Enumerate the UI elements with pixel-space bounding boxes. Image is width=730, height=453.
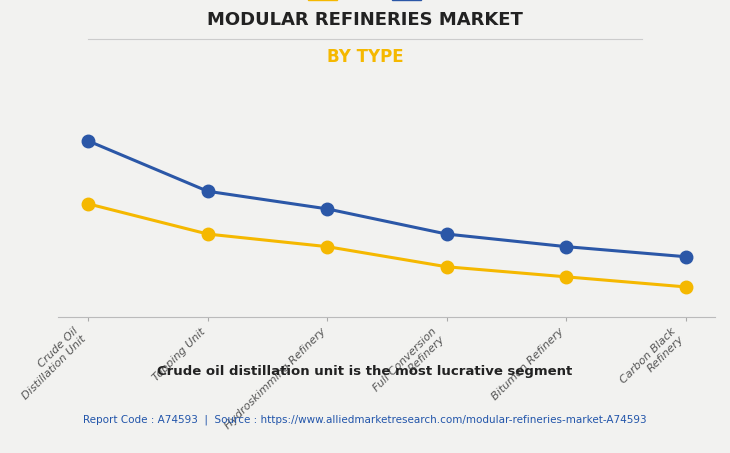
2032: [561, 244, 570, 249]
2032: [681, 254, 690, 260]
Line: 2032: 2032: [82, 135, 692, 263]
2022: [323, 244, 331, 249]
2022: [681, 284, 690, 289]
Text: Crude oil distillation unit is the most lucrative segment: Crude oil distillation unit is the most …: [158, 365, 572, 378]
2022: [84, 201, 93, 207]
2032: [323, 206, 331, 212]
Legend: 2022, 2032: 2022, 2032: [308, 0, 466, 2]
2032: [84, 138, 93, 144]
Text: MODULAR REFINERIES MARKET: MODULAR REFINERIES MARKET: [207, 11, 523, 29]
Text: BY TYPE: BY TYPE: [327, 48, 403, 66]
2022: [442, 264, 451, 270]
2032: [204, 188, 212, 194]
Line: 2022: 2022: [82, 198, 692, 293]
2032: [442, 231, 451, 237]
Text: Report Code : A74593  |  Source : https://www.alliedmarketresearch.com/modular-r: Report Code : A74593 | Source : https://…: [83, 414, 647, 425]
2022: [561, 274, 570, 280]
2022: [204, 231, 212, 237]
